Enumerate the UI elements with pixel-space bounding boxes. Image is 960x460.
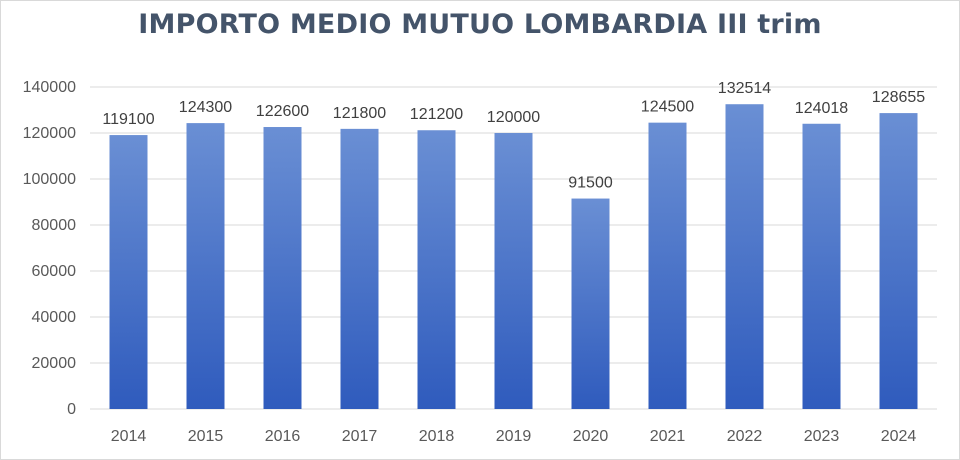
- bar-2018: [417, 130, 456, 410]
- bar-2024: [879, 113, 918, 409]
- y-tick-label: 0: [67, 401, 76, 418]
- data-label: 121200: [410, 106, 463, 123]
- data-label: 121800: [333, 105, 386, 122]
- x-tick-label: 2018: [419, 428, 455, 445]
- data-label: 128655: [872, 89, 925, 106]
- y-tick-label: 100000: [23, 171, 76, 188]
- x-tick-label: 2017: [342, 428, 378, 445]
- bar-2023: [802, 123, 841, 409]
- y-tick-label: 60000: [32, 263, 77, 280]
- y-tick-label: 40000: [32, 309, 77, 326]
- data-label: 124500: [641, 99, 694, 116]
- x-tick-label: 2014: [111, 428, 147, 445]
- bar-2014: [109, 135, 148, 409]
- x-tick-label: 2020: [573, 428, 609, 445]
- x-tick-label: 2015: [188, 428, 224, 445]
- data-label: 91500: [568, 175, 613, 192]
- y-tick-label: 120000: [23, 125, 76, 142]
- data-label: 124300: [179, 99, 232, 116]
- data-label: 122600: [256, 103, 309, 120]
- data-label: 120000: [487, 109, 540, 126]
- bars: [109, 104, 918, 410]
- data-labels: 119100 124300 122600 121800 121200 120000 9150…: [102, 80, 925, 191]
- data-label: 132514: [718, 80, 771, 97]
- x-tick-label: 2024: [881, 428, 917, 445]
- bar-2021: [648, 122, 687, 410]
- data-label: 119100: [102, 111, 154, 128]
- x-axis-tick-labels: 2014 2015 2016 2017 2018 2019 2020 2021 2022 2023…: [111, 428, 917, 445]
- bar-2019: [494, 133, 533, 409]
- bar-2022: [725, 104, 764, 409]
- x-tick-label: 2016: [265, 428, 301, 445]
- bar-2017: [340, 128, 379, 410]
- y-axis-tick-labels: 0 20000 40000 60000 80000 100000 120000 140000: [23, 79, 76, 418]
- bar-2020: [571, 198, 610, 409]
- y-tick-label: 140000: [23, 79, 76, 96]
- x-tick-label: 2023: [804, 428, 840, 445]
- chart-title: IMPORTO MEDIO MUTUO LOMBARDIA III trim: [138, 9, 822, 40]
- bar-2015: [186, 123, 225, 410]
- y-tick-label: 20000: [32, 355, 77, 372]
- bar-2016: [263, 127, 302, 410]
- x-tick-label: 2021: [650, 428, 686, 445]
- y-tick-label: 80000: [32, 217, 77, 234]
- data-label: 124018: [795, 100, 848, 117]
- x-tick-label: 2022: [727, 428, 763, 445]
- x-tick-label: 2019: [496, 428, 532, 445]
